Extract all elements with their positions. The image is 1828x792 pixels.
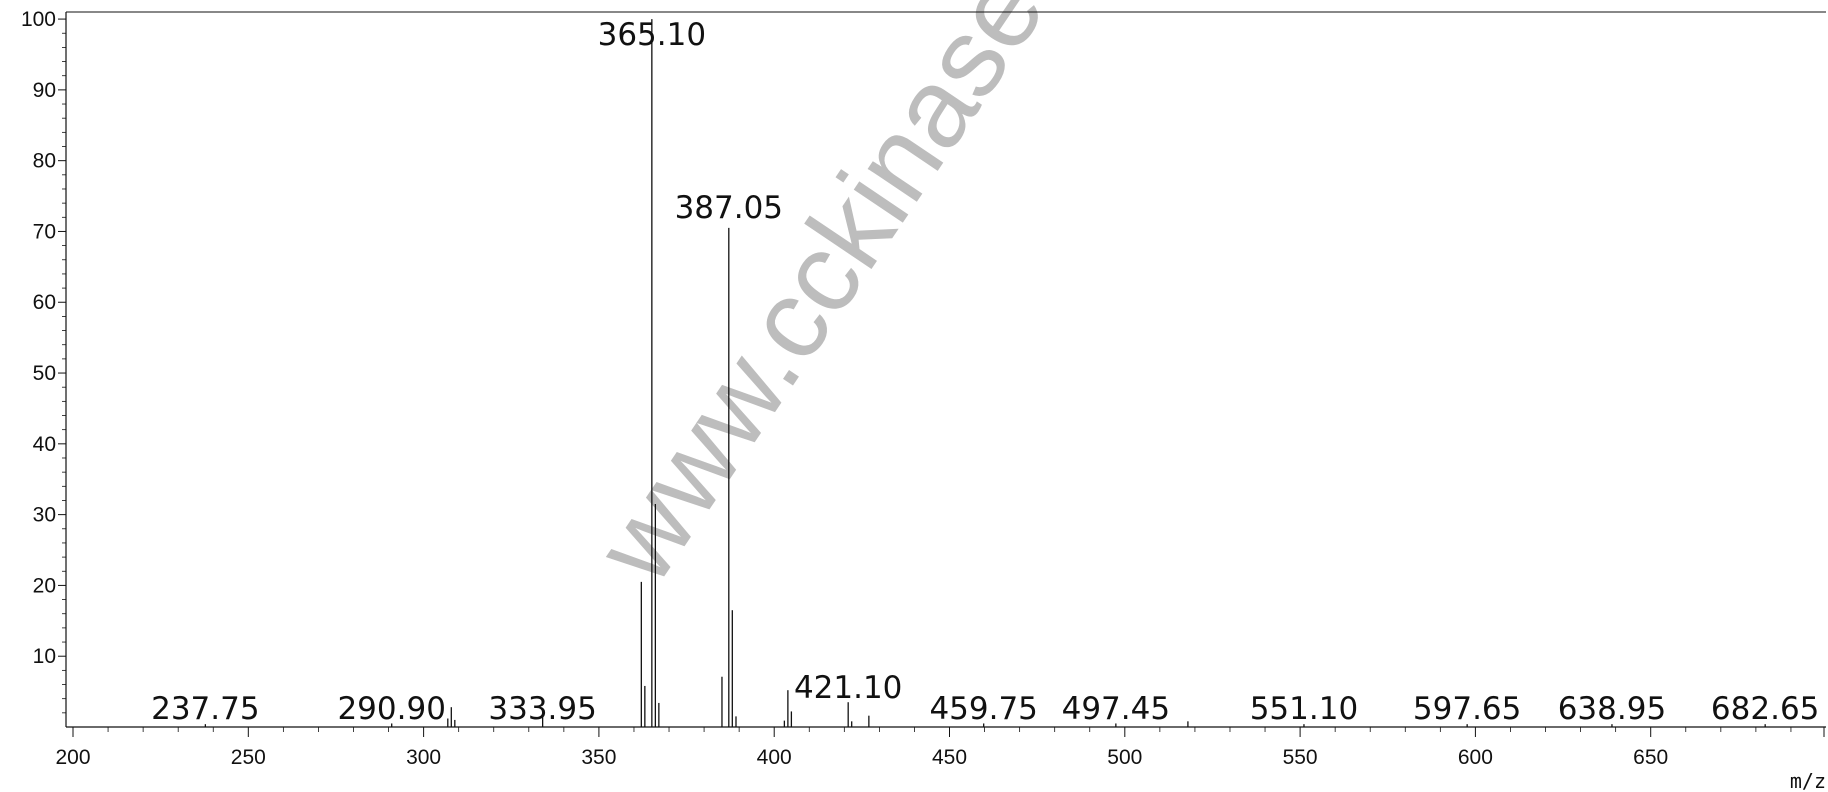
peaks xyxy=(204,19,1766,727)
y-tick-label: 30 xyxy=(33,504,56,527)
x-tick-label: 400 xyxy=(757,746,792,769)
peak-label: 333.95 xyxy=(488,691,596,727)
y-tick-label: 20 xyxy=(33,574,56,597)
axis-ticks: 10 20 30 40 50 60 70 80 90 100 200 250 300 350 400 450 5… xyxy=(21,8,1668,769)
x-tick-label: 300 xyxy=(406,746,441,769)
peak-label: 365.10 xyxy=(598,17,706,53)
x-tick-label: 200 xyxy=(55,746,90,769)
y-tick-label: 50 xyxy=(33,362,56,385)
x-tick-label: 450 xyxy=(932,746,967,769)
peak-labels: 365.10 387.05 237.75 290.90 333.95 421.10 459.… xyxy=(151,17,1819,727)
y-tick-label: 60 xyxy=(33,291,56,314)
peak-label: 597.65 xyxy=(1413,691,1521,727)
peak-label: 638.95 xyxy=(1558,691,1666,727)
x-tick-label: 250 xyxy=(231,746,266,769)
peak-label: 682.65 xyxy=(1711,691,1819,727)
watermark: www.cckinase.c xyxy=(571,0,1117,604)
watermark-text: www.cckinase.c xyxy=(571,0,1117,604)
x-tick-label: 350 xyxy=(581,746,616,769)
x-axis-title: m/z xyxy=(1790,769,1826,792)
y-tick-label: 40 xyxy=(33,433,56,456)
peak-label: 551.10 xyxy=(1250,691,1358,727)
y-tick-label: 80 xyxy=(33,150,56,173)
y-tick-label: 10 xyxy=(33,645,56,668)
x-tick-label: 650 xyxy=(1633,746,1668,769)
minor-ticks xyxy=(62,32,1792,732)
x-tick-label: 550 xyxy=(1283,746,1318,769)
x-tick-label: 600 xyxy=(1458,746,1493,769)
y-tick-label: 100 xyxy=(21,8,56,31)
y-tick-label: 90 xyxy=(33,79,56,102)
y-tick-label: 70 xyxy=(33,220,56,243)
plot-frame xyxy=(65,11,1826,737)
peak-label: 421.10 xyxy=(794,670,902,706)
peak-label: 497.45 xyxy=(1062,691,1170,727)
peak-label: 290.90 xyxy=(337,691,445,727)
x-tick-label: 500 xyxy=(1107,746,1142,769)
peak-label: 459.75 xyxy=(929,691,1037,727)
peak-label: 237.75 xyxy=(151,691,259,727)
peak-label: 387.05 xyxy=(675,190,783,226)
